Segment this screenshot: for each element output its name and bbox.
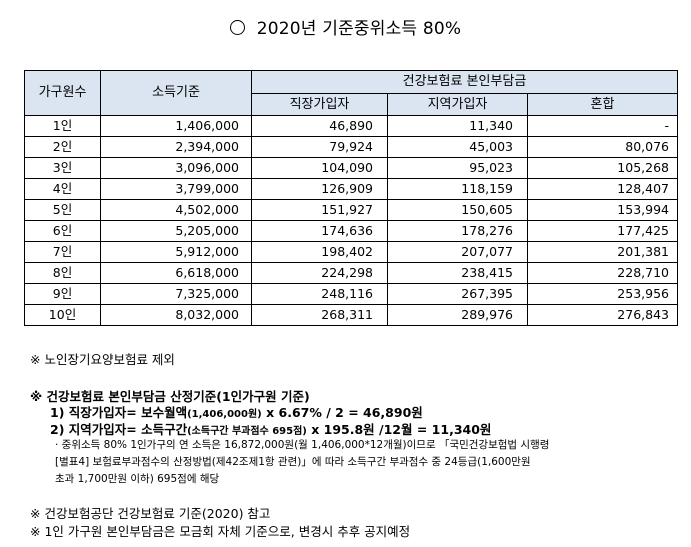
cell-household: 1인 (24, 115, 101, 137)
note-source: ※ 건강보험공단 건강보험료 기준(2020) 참고 (30, 506, 271, 521)
cell-regional: 207,077 (387, 241, 528, 263)
cell-income: 5,912,000 (100, 241, 252, 263)
cell-household: 4인 (24, 178, 101, 200)
header-regional: 지역가입자 (387, 93, 528, 116)
cell-income: 5,205,000 (100, 220, 252, 242)
note-ltc-excluded: ※ 노인장기요양보험료 제외 (30, 352, 175, 367)
table-row: 10인 8,032,000 268,311 289,976 276,843 (24, 304, 678, 326)
cell-mixed: - (527, 115, 678, 137)
note-workplace-a: 1) 직장가입자= 보수월액 (50, 405, 188, 420)
cell-income: 8,032,000 (100, 304, 252, 326)
table-row: 3인 3,096,000 104,090 95,023 105,268 (24, 157, 678, 179)
note-regional-b: (소득구간 부과점수 695점) (187, 426, 307, 437)
table-row: 4인 3,799,000 126,909 118,159 128,407 (24, 178, 678, 200)
header-workplace: 직장가입자 (251, 93, 388, 116)
note-regional-c: x 195.8원 /12월 = 11,340원 (306, 422, 492, 437)
fine-print-line2: [별표4] 보험료부과점수의 산정방법(제42조제1항 관련)」에 따라 소득구… (55, 456, 531, 468)
note-single-household: ※ 1인 가구원 본인부담금은 모금회 자체 기준으로, 변경시 추후 공지예정 (30, 524, 411, 539)
cell-mixed: 80,076 (527, 136, 678, 158)
cell-workplace: 268,311 (251, 304, 388, 326)
cell-mixed: 228,710 (527, 262, 678, 284)
table-row: 8인 6,618,000 224,298 238,415 228,710 (24, 262, 678, 284)
cell-regional: 150,605 (387, 199, 528, 221)
cell-workplace: 79,924 (251, 136, 388, 158)
cell-income: 3,799,000 (100, 178, 252, 200)
cell-regional: 118,159 (387, 178, 528, 200)
cell-household: 8인 (24, 262, 101, 284)
table-row: 9인 7,325,000 248,116 267,395 253,956 (24, 283, 678, 305)
page-title: 2020년 기준중위소득 80% (0, 14, 691, 39)
cell-regional: 45,003 (387, 136, 528, 158)
table-row: 2인 2,394,000 79,924 45,003 80,076 (24, 136, 678, 158)
cell-income: 1,406,000 (100, 115, 252, 137)
cell-mixed: 276,843 (527, 304, 678, 326)
income-premium-table: 가구원수 소득기준 건강보험료 본인부담금 직장가입자 지역가입자 혼합 1인 1… (24, 70, 678, 326)
header-income: 소득기준 (100, 70, 252, 116)
header-premium-group: 건강보험료 본인부담금 (251, 70, 678, 94)
cell-regional: 267,395 (387, 283, 528, 305)
fine-print-line3: 초과 1,700만원 이하) 695점에 해당 (55, 473, 220, 485)
cell-regional: 95,023 (387, 157, 528, 179)
cell-mixed: 105,268 (527, 157, 678, 179)
note-workplace-formula: 1) 직장가입자= 보수월액(1,406,000원) x 6.67% / 2 =… (50, 402, 423, 421)
circle-bullet-icon (229, 20, 245, 35)
cell-household: 3인 (24, 157, 101, 179)
cell-workplace: 46,890 (251, 115, 388, 137)
fine-print-line1: · 중위소득 80% 1인가구의 연 소득은 16,872,000원(월 1,4… (55, 439, 550, 451)
table-body: 1인 1,406,000 46,890 11,340-2인 2,394,000 79,92… (24, 115, 678, 326)
cell-regional: 11,340 (387, 115, 528, 137)
note-regional-a: 2) 지역가입자= 소득구간 (50, 422, 188, 437)
cell-mixed: 201,381 (527, 241, 678, 263)
cell-mixed: 253,956 (527, 283, 678, 305)
cell-regional: 238,415 (387, 262, 528, 284)
note-workplace-b: (1,406,000원) (187, 409, 262, 420)
table-row: 7인 5,912,000 198,402 207,077 201,381 (24, 241, 678, 263)
cell-workplace: 198,402 (251, 241, 388, 263)
cell-household: 6인 (24, 220, 101, 242)
page-title-text: 2020년 기준중위소득 80% (256, 19, 462, 39)
cell-income: 3,096,000 (100, 157, 252, 179)
cell-income: 7,325,000 (100, 283, 252, 305)
table-row: 1인 1,406,000 46,890 11,340- (24, 115, 678, 137)
cell-workplace: 248,116 (251, 283, 388, 305)
table-row: 5인 4,502,000 151,927 150,605 153,994 (24, 199, 678, 221)
cell-household: 9인 (24, 283, 101, 305)
cell-mixed: 177,425 (527, 220, 678, 242)
note-regional-formula: 2) 지역가입자= 소득구간(소득구간 부과점수 695점) x 195.8원 … (50, 419, 491, 438)
cell-mixed: 128,407 (527, 178, 678, 200)
cell-regional: 178,276 (387, 220, 528, 242)
cell-workplace: 174,636 (251, 220, 388, 242)
note-workplace-c: x 6.67% / 2 = 46,890원 (261, 405, 423, 420)
cell-household: 5인 (24, 199, 101, 221)
header-mixed: 혼합 (527, 93, 678, 116)
cell-workplace: 126,909 (251, 178, 388, 200)
cell-workplace: 104,090 (251, 157, 388, 179)
cell-mixed: 153,994 (527, 199, 678, 221)
cell-workplace: 151,927 (251, 199, 388, 221)
cell-income: 4,502,000 (100, 199, 252, 221)
cell-income: 6,618,000 (100, 262, 252, 284)
table-row: 6인 5,205,000 174,636 178,276 177,425 (24, 220, 678, 242)
cell-income: 2,394,000 (100, 136, 252, 158)
header-household: 가구원수 (24, 70, 101, 116)
cell-household: 2인 (24, 136, 101, 158)
cell-workplace: 224,298 (251, 262, 388, 284)
cell-household: 7인 (24, 241, 101, 263)
cell-regional: 289,976 (387, 304, 528, 326)
cell-household: 10인 (24, 304, 101, 326)
note-calc-basis: ※ 건강보험료 본인부담금 산정기준(1인가구원 기준) (30, 389, 310, 404)
